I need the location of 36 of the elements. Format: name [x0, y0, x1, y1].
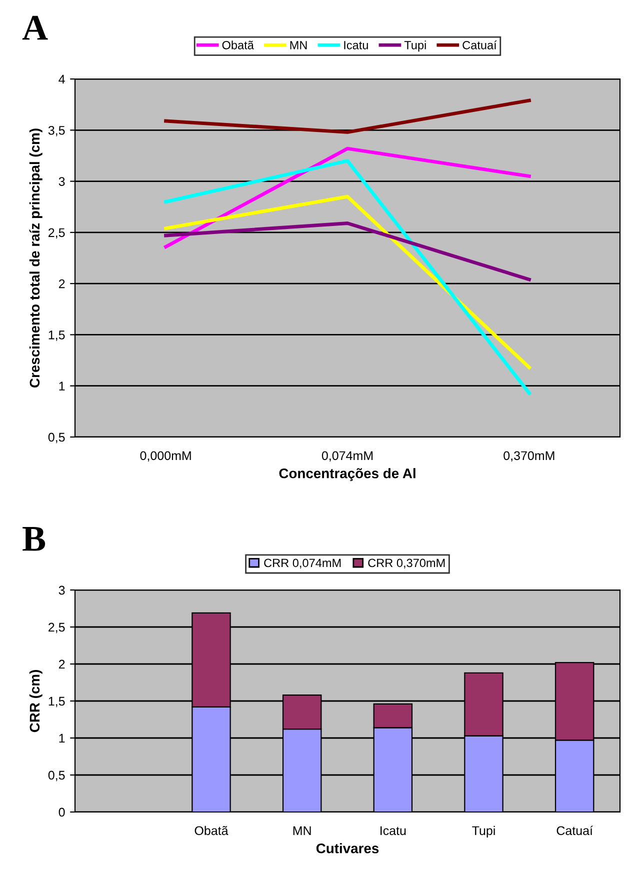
x-tick-label: 0,370mM — [504, 451, 554, 462]
legend-label: Icatu — [344, 41, 368, 50]
y-tick-label: 2,5 — [48, 228, 65, 239]
y-axis-title: Crescimento total de raíz principal (cm) — [29, 128, 42, 388]
x-axis-title: Concentrações de Al — [279, 468, 416, 482]
x-tick-label: MN — [293, 826, 311, 835]
y-tick-label: 0,5 — [48, 432, 65, 444]
y-axis-title: CRR (cm) — [29, 670, 42, 732]
y-tick-label: 2 — [58, 660, 65, 669]
y-tick-label: 2,5 — [48, 622, 65, 634]
y-tick-label: 1 — [59, 382, 65, 390]
y-tick-label: 3 — [58, 586, 65, 595]
x-tick-label: Obatã — [194, 826, 228, 836]
x-tick-label: 0,074mM — [322, 451, 373, 462]
legend-label: Catuaí — [462, 40, 497, 50]
y-tick-label: 0 — [58, 808, 65, 817]
legend-label: Obatã — [222, 40, 254, 50]
y-tick-label: 3 — [58, 177, 65, 186]
y-tick-label: 4 — [58, 74, 65, 84]
y-tick-label: 2 — [58, 279, 65, 288]
x-tick-label: 0,000mM — [140, 451, 191, 462]
x-axis-title: Cutivares — [316, 843, 379, 854]
y-tick-label: 3,5 — [48, 126, 65, 136]
legend-label: CRR 0,370mM — [368, 558, 445, 569]
y-tick-label: 1 — [59, 734, 65, 743]
legend-label: CRR 0,074mM — [264, 558, 341, 569]
x-tick-label: Icatu — [380, 826, 406, 836]
y-tick-label: 1,5 — [48, 696, 65, 708]
text: A — [22, 16, 48, 40]
legend-label: MN — [290, 41, 307, 50]
text: B — [22, 527, 46, 551]
x-tick-label: Tupi — [472, 826, 495, 838]
legend-label: Tupi — [404, 40, 426, 52]
y-tick-label: 1,5 — [48, 330, 65, 341]
x-tick-label: Catuaí — [556, 826, 593, 836]
y-tick-label: 0,5 — [48, 770, 65, 782]
